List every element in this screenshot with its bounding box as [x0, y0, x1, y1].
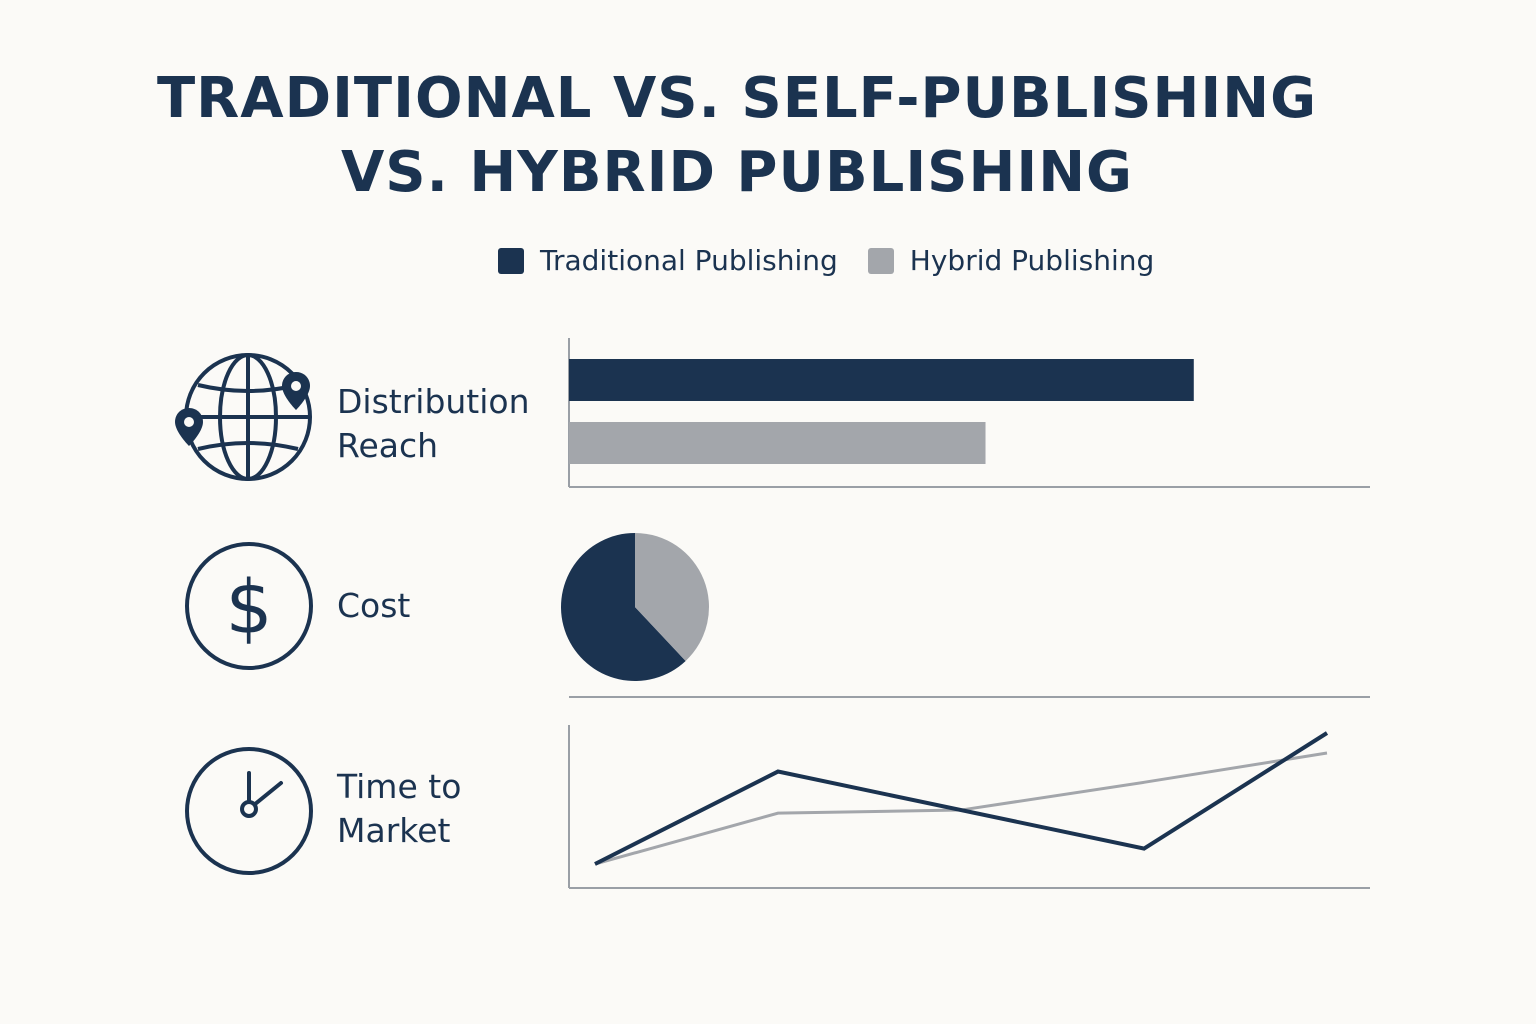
row-label-time-line-1: Time to — [337, 767, 462, 806]
pie-slice-traditional — [561, 533, 686, 681]
legend-item-traditional: Traditional Publishing — [498, 244, 838, 277]
row-label-time-line-2: Market — [337, 811, 451, 850]
bar-hybrid — [569, 422, 986, 464]
legend-label-traditional: Traditional Publishing — [540, 244, 838, 277]
row-label-cost-line-1: Cost — [337, 586, 411, 625]
chart-title: TRADITIONAL VS. SELF-PUBLISHING VS. HYBR… — [0, 62, 1474, 210]
bar-traditional — [569, 359, 1194, 401]
line-series-traditional — [594, 731, 1329, 866]
clock-icon — [185, 747, 313, 875]
legend-swatch-traditional — [498, 247, 524, 274]
globe-with-pins-icon — [175, 353, 312, 481]
row-label-cost: Cost — [337, 584, 410, 628]
legend-item-hybrid: Hybrid Publishing — [867, 244, 1155, 277]
row-label-distribution: Distribution Reach — [337, 380, 530, 468]
title-line-1: TRADITIONAL VS. SELF-PUBLISHING — [156, 66, 1318, 131]
row-label-time: Time to Market — [337, 765, 461, 853]
row-label-distribution-line-2: Reach — [337, 426, 439, 465]
legend-swatch-hybrid — [867, 247, 894, 274]
row-label-distribution-line-1: Distribution — [337, 382, 530, 421]
legend: Traditional Publishing Hybrid Publishing — [498, 244, 1154, 277]
legend-label-hybrid: Hybrid Publishing — [909, 244, 1155, 277]
dollar-icon: $ — [185, 542, 313, 670]
pie-slice-hybrid — [635, 533, 709, 661]
title-line-2: VS. HYBRID PUBLISHING — [340, 140, 1134, 205]
svg-text:$: $ — [225, 565, 272, 651]
